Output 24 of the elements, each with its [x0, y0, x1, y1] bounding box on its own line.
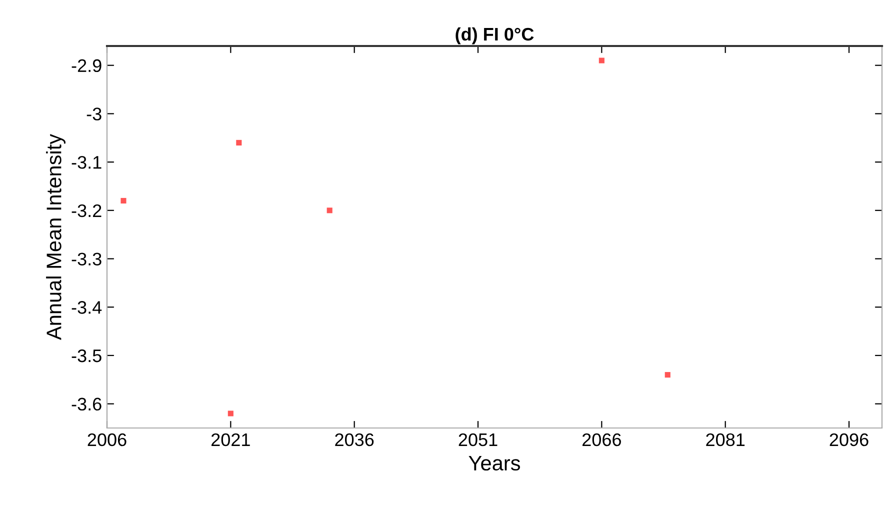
y-tick-label: -3.2: [72, 204, 102, 218]
x-tick-label: 2006: [88, 433, 126, 446]
chart-title: (d) FI 0°C: [456, 27, 534, 44]
y-tick-label: -3.1: [72, 156, 102, 169]
x-tick-label: 2021: [211, 433, 250, 446]
point: [236, 140, 242, 146]
x-axis-title: Years: [468, 456, 520, 471]
y-tick-label: -3.5: [72, 349, 102, 362]
point: [228, 410, 234, 416]
y-tick-label: -3: [86, 108, 102, 120]
point: [326, 208, 332, 214]
point: [598, 58, 604, 64]
x-tick-label: 2066: [582, 433, 621, 446]
y-axis-title: Annual Mean Intensity: [46, 134, 66, 340]
x-tick-label: 2096: [830, 433, 868, 446]
y-tick-label: -3.4: [72, 301, 102, 314]
y-tick-label: -3.3: [72, 252, 102, 266]
point: [664, 372, 670, 378]
x-tick-label: 2051: [458, 433, 498, 446]
x-tick-label: 2081: [706, 433, 745, 446]
x-tick-label: 2036: [335, 433, 374, 446]
y-tick-label: -3.6: [72, 398, 102, 411]
y-tick-label: -2.9: [72, 59, 102, 72]
point: [120, 198, 126, 204]
